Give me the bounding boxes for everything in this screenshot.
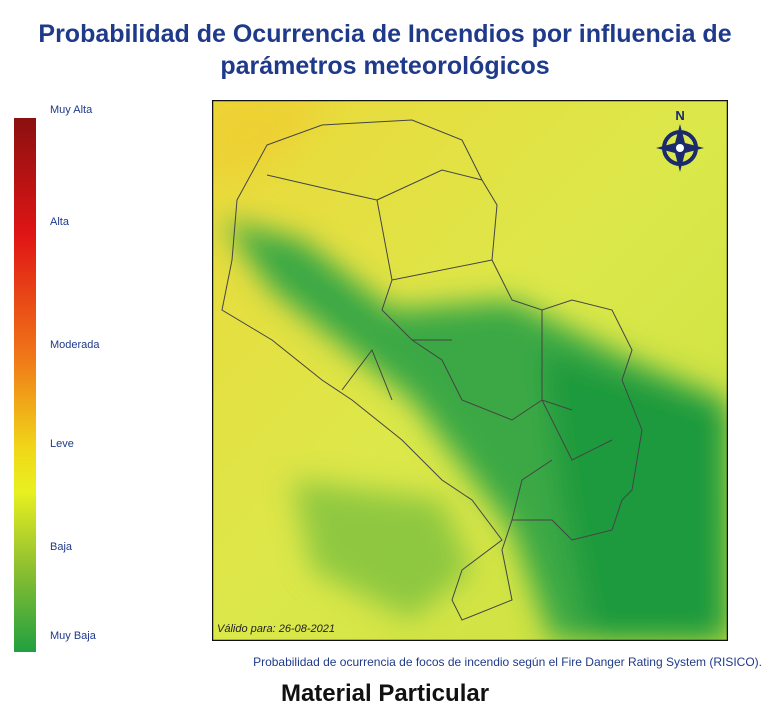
map-frame xyxy=(212,100,728,641)
map: N Válido para: 26-08-2021 xyxy=(212,100,728,641)
valid-date: Válido para: 26-08-2021 xyxy=(217,623,335,635)
green-area xyxy=(212,100,728,641)
caption: Probabilidad de ocurrencia de focos de i… xyxy=(253,655,762,669)
legend-label: Moderada xyxy=(50,339,100,351)
legend-bar xyxy=(14,118,36,652)
footer: Material Particular xyxy=(280,680,490,707)
title: Probabilidad de Ocurrencia de Incendios … xyxy=(38,20,732,80)
legend-label: Muy Alta xyxy=(50,104,93,116)
page: Probabilidad de Ocurrencia de Incendios … xyxy=(14,20,762,707)
legend-label: Alta xyxy=(50,216,69,228)
legend-label: Baja xyxy=(50,541,73,553)
compass: N xyxy=(656,108,704,172)
legend-label: Leve xyxy=(50,438,74,450)
borders xyxy=(221,119,643,621)
legend-label: Muy Baja xyxy=(50,630,96,642)
north-label: N xyxy=(675,108,684,123)
